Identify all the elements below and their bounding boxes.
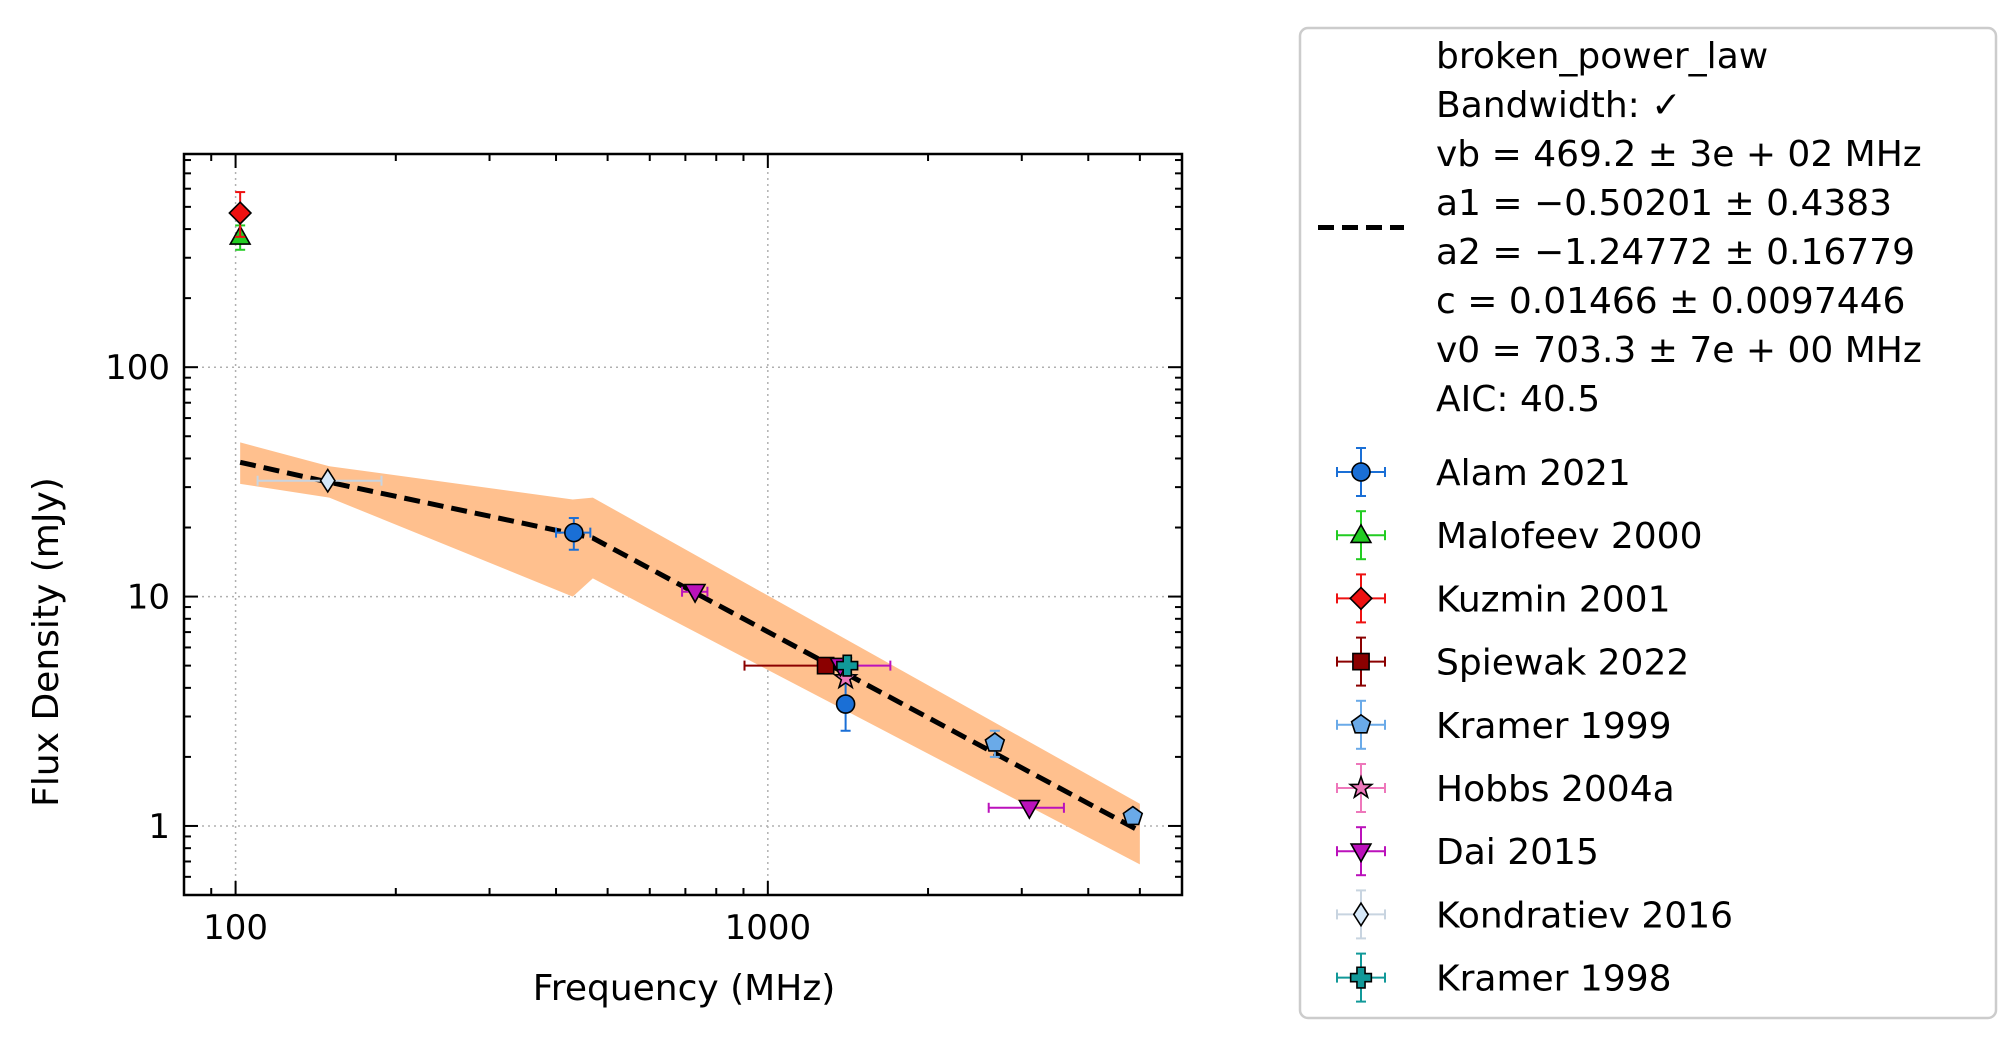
- x-axis-label: Frequency (MHz): [533, 968, 836, 1009]
- legend-marker: [1352, 652, 1370, 671]
- fit-legend-line: Bandwidth: ✓: [1436, 85, 1681, 126]
- legend-label: Dai 2015: [1436, 832, 1599, 873]
- legend-marker: [1349, 586, 1373, 611]
- fit-legend-line: AIC: 40.5: [1436, 379, 1600, 420]
- fit-legend-line: c = 0.01466 ± 0.0097446: [1436, 281, 1905, 322]
- fit-line: [239, 459, 1142, 834]
- fit-legend-line: v0 = 703.3 ± 7e + 00 MHz: [1436, 330, 1922, 371]
- data-point: [836, 654, 859, 677]
- legend-marker: [1350, 713, 1372, 734]
- fit-legend-line: broken_power_law: [1436, 36, 1768, 77]
- data-point: [228, 201, 253, 225]
- legend-item: Spiewak 2022: [1336, 636, 1689, 687]
- data-point: [564, 522, 584, 543]
- legend-label: Alam 2021: [1436, 453, 1631, 494]
- y-tick-label: 1: [148, 807, 170, 847]
- legend-item: Hobbs 2004a: [1336, 763, 1675, 813]
- x-tick-label: 100: [203, 908, 268, 948]
- data-point: [319, 467, 336, 494]
- legend-item: Kuzmin 2001: [1336, 573, 1670, 624]
- y-tick-label: 100: [105, 348, 170, 388]
- series-kuzmin-2001: [228, 191, 253, 238]
- legend-marker: [1349, 966, 1373, 989]
- data-point: [835, 694, 856, 714]
- data-point: [1122, 805, 1144, 826]
- series-kramer-1999: [984, 729, 1144, 826]
- legend-marker: [1347, 774, 1375, 800]
- fit-legend-line: a1 = −0.50201 ± 0.4383: [1436, 183, 1892, 224]
- legend-label: Spiewak 2022: [1436, 643, 1689, 684]
- axes-layer: [182, 152, 1184, 897]
- series-kramer-1998: [836, 654, 859, 677]
- x-tick-label: 1000: [725, 908, 812, 948]
- legend-label: Kondratiev 2016: [1436, 895, 1733, 936]
- data-points-layer: [228, 191, 1144, 826]
- legend-item: Malofeev 2000: [1336, 510, 1702, 561]
- series-kondratiev-2016: [256, 467, 383, 494]
- fit-band-layer: [240, 442, 1140, 865]
- legend-marker: [1352, 901, 1370, 928]
- axes-frame: [182, 152, 1184, 897]
- y-axis-label: Flux Density (mJy): [26, 477, 67, 807]
- legend-label: Kramer 1998: [1436, 959, 1672, 1000]
- fit-line-layer: [239, 459, 1142, 834]
- ticks-layer: 100 1000 1 10 100: [105, 154, 1183, 948]
- data-point: [1018, 799, 1041, 820]
- legend-marker: [1351, 462, 1371, 482]
- series-hobbs-2004a: [832, 664, 859, 690]
- data-point: [984, 732, 1006, 752]
- legend-item: Kramer 1998: [1336, 952, 1672, 1003]
- legend-label: Kramer 1999: [1436, 706, 1672, 747]
- data-point: [683, 583, 707, 604]
- legend-item: Dai 2015: [1336, 826, 1599, 877]
- legend-box: [1298, 26, 1998, 1020]
- legend-item: Kramer 1999: [1336, 699, 1672, 750]
- fit-legend-line: vb = 469.2 ± 3e + 02 MHz: [1436, 134, 1922, 175]
- legend-label: Hobbs 2004a: [1436, 769, 1675, 810]
- legend-item: Kondratiev 2016: [1336, 889, 1733, 940]
- legend-marker: [1349, 843, 1373, 864]
- fit-confidence-band: [240, 442, 1140, 865]
- data-point: [832, 664, 859, 690]
- series-spiewak-2022: [743, 656, 835, 675]
- legend-label: Kuzmin 2001: [1436, 579, 1670, 620]
- legend-label: Malofeev 2000: [1436, 516, 1702, 557]
- legend: broken_power_law Bandwidth: ✓ vb = 469.2 ±…: [1298, 26, 1998, 1020]
- y-tick-label: 10: [127, 578, 170, 618]
- legend-item: Alam 2021: [1336, 447, 1631, 497]
- legend-marker: [1349, 523, 1373, 544]
- fit-legend-line: a2 = −1.24772 ± 0.16779: [1436, 232, 1915, 273]
